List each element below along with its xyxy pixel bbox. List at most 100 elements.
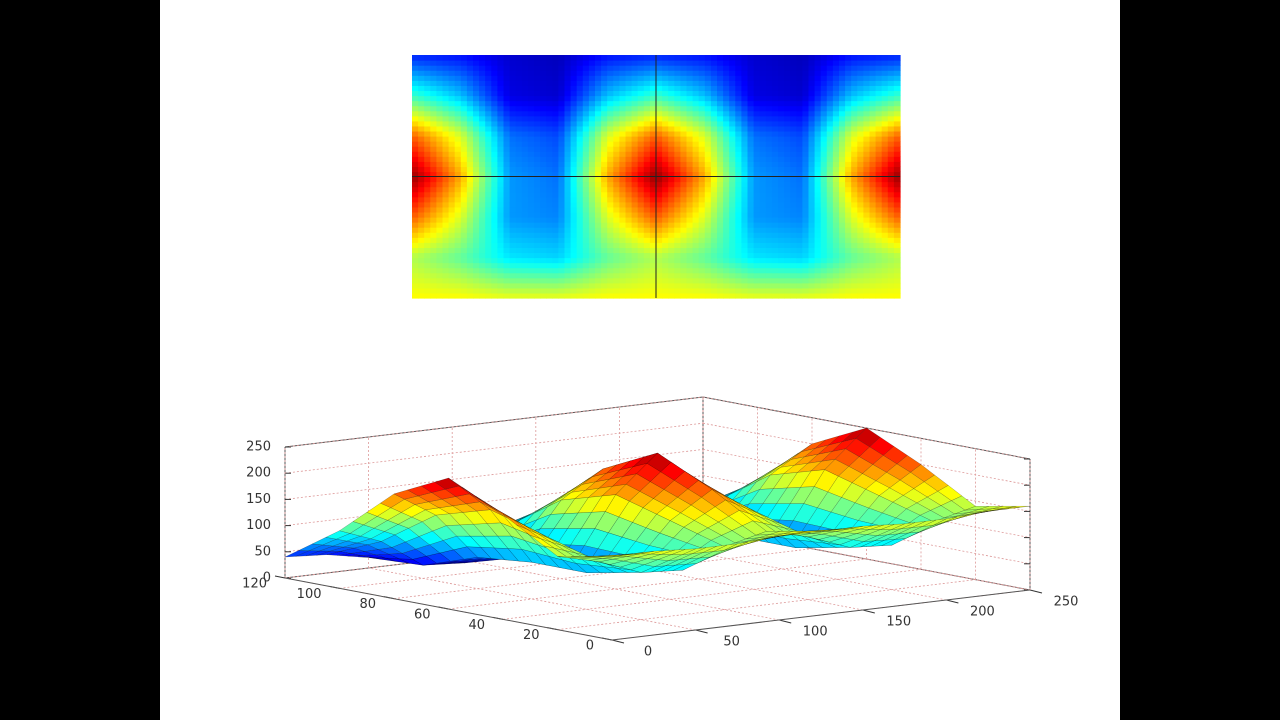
heat-cell [521,95,529,102]
heat-cell [656,247,663,254]
heat-cell [582,151,590,157]
heat-cell [747,166,755,173]
heat-cell [564,110,572,117]
heat-cell [491,257,498,264]
heat-cell [540,65,547,71]
heat-cell [735,100,742,107]
heat-cell [643,95,651,102]
heat-cell [668,75,675,81]
heat-cell [832,105,840,112]
heat-cell [686,146,694,152]
heat-cell [692,110,700,117]
heat-cell [735,247,742,254]
heat-cell [839,95,846,102]
heat-cell [637,242,645,248]
heat-cell [466,156,474,162]
heat-cell [857,282,864,289]
heat-cell [808,151,816,157]
heat-cell [546,100,553,107]
heat-cell [704,95,712,102]
heat-cell [607,186,614,193]
heat-cell [582,272,590,279]
heat-cell [442,232,450,238]
heat-cell [778,95,785,102]
heat-cell [680,257,688,264]
heat-cell [747,136,755,142]
heat-cell [473,206,480,213]
heat-cell [802,70,810,76]
heat-cell [814,287,822,294]
heat-cell [515,211,523,218]
heat-cell [546,282,553,289]
heat-cell [479,55,486,61]
heat-cell [698,80,706,86]
heat-cell [863,242,871,248]
surface-patch [465,501,491,512]
heat-cell [576,272,584,279]
heat-cell [613,70,620,76]
heat-cell [564,100,572,107]
heat-cell [869,277,877,284]
heat-cell [704,171,712,178]
heat-cell [729,55,736,61]
heat-cell [479,262,486,269]
heat-cell [491,237,498,243]
heat-cell [540,120,547,127]
heat-cell [576,196,584,203]
heat-cell [747,181,755,188]
heat-cell [832,191,840,198]
heat-cell [570,196,578,203]
heat-cell [552,151,559,157]
heat-cell [552,211,559,218]
heat-cell [485,105,492,112]
heat-cell [765,75,773,81]
heat-cell [778,85,785,92]
heat-cell [527,262,535,269]
heat-cell [729,110,736,117]
surface-patch [438,505,464,514]
heat-cell [668,196,675,203]
heat-cell [723,55,730,61]
heat-cell [595,171,602,178]
heat-cell [521,247,529,254]
heat-cell [436,130,444,137]
heat-cell [412,156,419,162]
heat-cell [869,75,877,81]
heat-cell [662,262,669,269]
heat-cell [826,171,834,178]
heat-cell [442,252,450,259]
heat-cell [479,125,486,132]
heat-cell [662,130,669,137]
heat-cell [552,272,559,279]
heat-cell [491,232,498,238]
heat-cell [875,242,883,248]
heat-cell [570,161,578,167]
heat-cell [887,287,895,294]
heat-cell [808,237,816,243]
heat-cell [515,110,523,117]
heat-cell [448,85,456,92]
heat-cell [442,262,450,269]
heat-cell [454,211,462,218]
heat-cell [509,262,517,269]
heat-cell [448,60,456,66]
heat-cell [473,186,480,193]
heat-cell [784,222,791,228]
heat-cell [631,110,639,117]
heat-cell [796,151,803,157]
heat-cell [546,95,553,102]
heat-cell [692,217,700,223]
heat-cell [796,277,803,284]
heat-cell [479,70,486,76]
heat-cell [649,257,657,264]
heat-cell [637,267,645,274]
heat-cell [509,186,517,193]
heat-cell [778,156,785,162]
heat-cell [454,151,462,157]
heat-cell [619,211,627,218]
heat-cell [595,75,602,81]
heat-cell [521,257,529,264]
heat-cell [765,287,773,294]
heat-cell [424,262,431,269]
heat-cell [778,227,785,233]
